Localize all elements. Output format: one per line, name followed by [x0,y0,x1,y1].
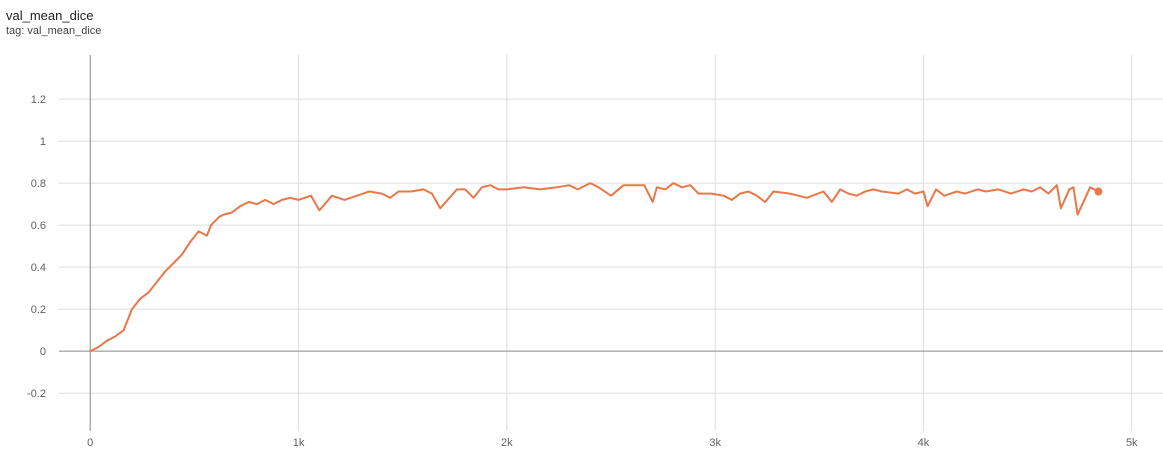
chart-tag-label: tag: val_mean_dice [6,25,102,37]
y-tick-label: 0.4 [31,262,46,274]
last-point-marker[interactable] [1094,187,1103,196]
x-tick-label: 3k [709,437,721,449]
x-tick-label: 5k [1126,437,1138,449]
y-tick-label: 0.6 [31,220,46,232]
series-line [89,182,1100,353]
y-tick-label: 0 [40,346,46,358]
x-tick-label: 1k [293,437,305,449]
x-tick-label: 2k [501,437,513,449]
chart-title: val_mean_dice [6,8,94,23]
axes [59,55,1163,431]
y-tick-label: 1 [40,136,46,148]
x-tick-label: 0 [87,437,93,449]
card-header: val_mean_dice tag: val_mean_dice [6,8,101,38]
y-tick-label: 1.2 [31,94,46,106]
plot-area [89,182,1103,353]
x-tick-label: 4k [918,437,930,449]
y-tick-label: -0.2 [27,388,46,400]
y-tick-label: 0.8 [31,178,46,190]
y-tick-label: 0.2 [31,304,46,316]
tick-labels: -0.2 0 0.2 0.4 0.6 0.8 1 1.2 0 1k 2k 3k 4k 5k [27,94,1138,449]
grid [59,55,1163,431]
